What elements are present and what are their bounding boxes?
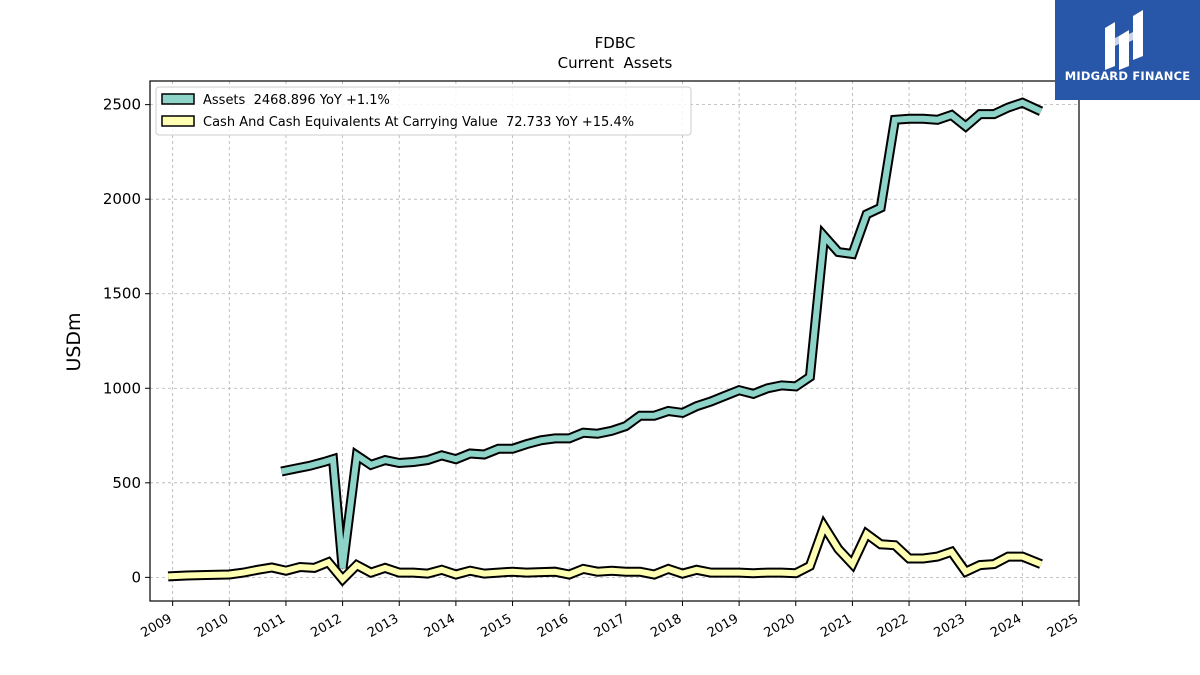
grid [150,81,1080,601]
x-tick-label: 2023 [932,611,968,641]
y-tick-label: 2500 [103,96,141,114]
x-tick-label: 2022 [875,611,911,641]
x-tick-label: 2015 [478,611,514,641]
legend: Assets 2468.896 YoY +1.1% Cash And Cash … [155,86,692,136]
x-tick-label: 2016 [535,611,571,641]
x-tick-label: 2014 [422,611,458,641]
legend-label-assets: Assets 2468.896 YoY +1.1% [203,93,390,108]
y-axis-label: USDm [63,312,85,371]
x-tick-label: 2021 [818,611,854,641]
x-tick-label: 2018 [648,611,684,641]
x-tick-label: 2019 [705,611,741,641]
plot-frame [149,80,1080,602]
logo-text: MIDGARD FINANCE [1064,69,1191,83]
legend-box [155,86,692,136]
series-line-cash [167,519,1043,584]
x-tick-label: 2017 [592,611,628,641]
x-tick-label: 2020 [762,611,798,641]
x-tick-label: 2009 [138,611,174,641]
y-tick-label: 2000 [103,190,141,208]
x-tick-label: 2025 [1045,611,1081,641]
x-axis: 2009 2010 2011 2012 2013 2014 2015 2016 2017 2018… [138,601,1081,641]
x-tick-label: 2013 [365,611,401,641]
legend-swatch-cash [161,115,195,127]
midgard-logo-icon [1105,10,1143,70]
legend-swatch-assets [161,93,195,105]
x-tick-label: 2011 [252,611,288,641]
y-axis: 0 500 1000 1500 2000 2500 [103,96,150,586]
series-layer [167,97,1044,587]
y-tick-label: 0 [131,568,141,586]
y-tick-label: 500 [112,474,141,492]
legend-label-cash: Cash And Cash Equivalents At Carrying Va… [203,115,634,130]
x-tick-label: 2024 [988,611,1024,641]
series-outline-assets [280,97,1044,569]
chart-subtitle: Current Assets [558,54,673,72]
chart-title: FDBC [595,34,636,52]
x-tick-label: 2010 [195,611,231,641]
y-tick-label: 1500 [103,285,141,303]
logo: MIDGARD FINANCE [1055,0,1200,100]
x-tick-label: 2012 [308,611,344,641]
series-line-assets [280,99,1043,569]
y-tick-label: 1000 [103,379,141,397]
